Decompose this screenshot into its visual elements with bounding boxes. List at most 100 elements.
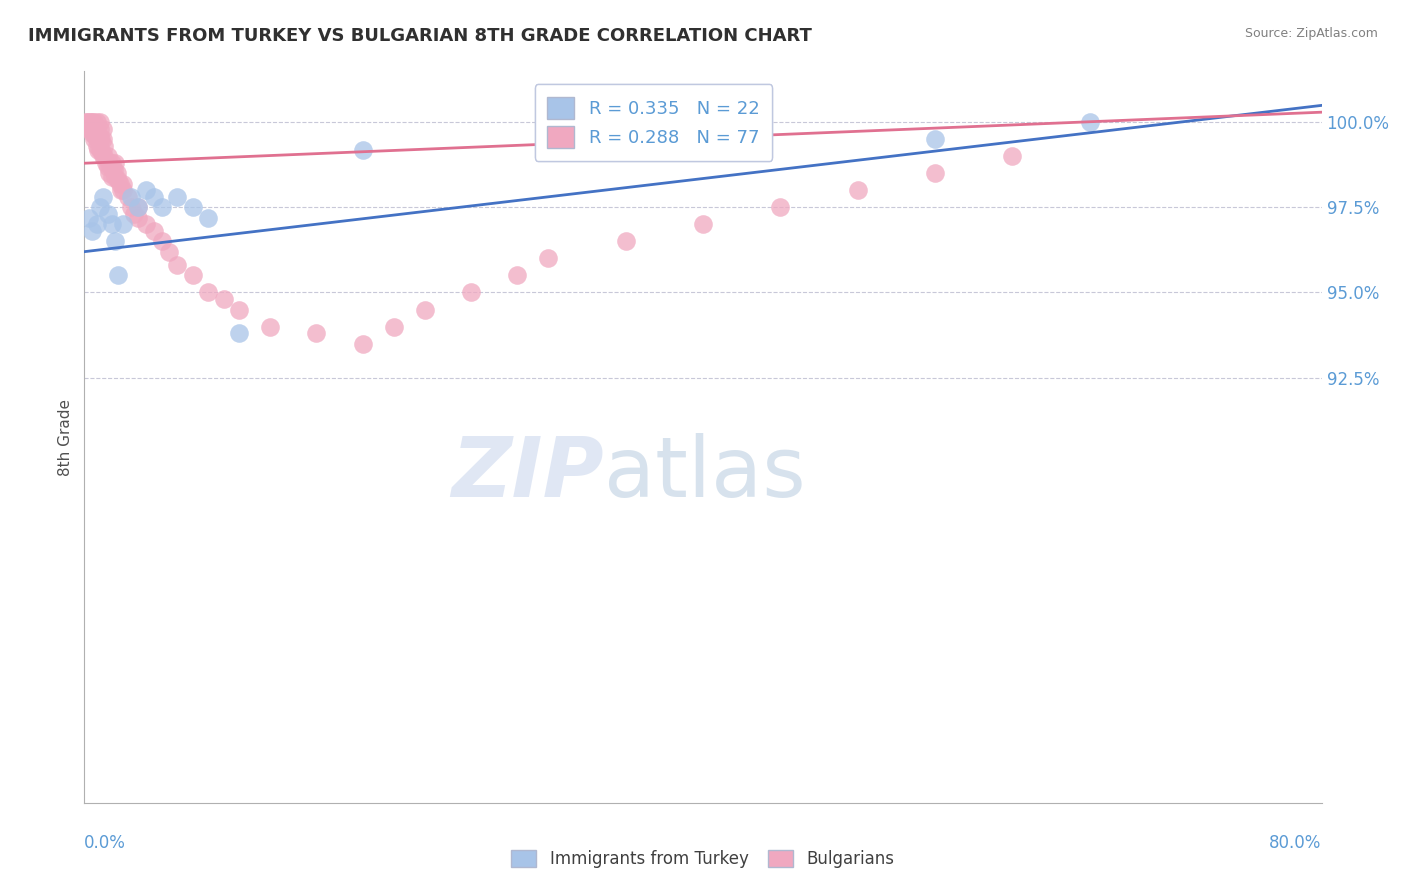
Point	[846, 183, 869, 197]
Point	[120, 201, 142, 215]
Point	[460, 285, 482, 300]
Point	[143, 190, 166, 204]
Point	[82, 224, 104, 238]
Point	[135, 218, 157, 232]
Text: ZIP: ZIP	[451, 434, 605, 514]
Point	[90, 143, 112, 157]
Point	[86, 218, 108, 232]
Point	[614, 235, 637, 249]
Text: 80.0%: 80.0%	[1270, 834, 1322, 852]
Point	[692, 218, 714, 232]
Point	[79, 115, 101, 129]
Point	[212, 293, 235, 307]
Point	[104, 169, 127, 184]
Point	[91, 122, 114, 136]
Point	[413, 302, 436, 317]
Point	[181, 201, 204, 215]
Point	[89, 122, 111, 136]
Point	[107, 173, 129, 187]
Point	[93, 149, 115, 163]
Point	[98, 166, 121, 180]
Point	[86, 139, 108, 153]
Point	[382, 319, 405, 334]
Point	[98, 156, 121, 170]
Text: 0.0%: 0.0%	[84, 834, 127, 852]
Point	[100, 160, 122, 174]
Point	[84, 122, 107, 136]
Point	[101, 156, 124, 170]
Point	[86, 132, 108, 146]
Point	[96, 207, 118, 221]
Point	[104, 235, 127, 249]
Point	[96, 160, 118, 174]
Point	[107, 268, 129, 283]
Point	[150, 201, 173, 215]
Point	[112, 183, 135, 197]
Point	[769, 201, 792, 215]
Point	[105, 166, 128, 180]
Point	[1078, 115, 1101, 129]
Point	[108, 177, 131, 191]
Y-axis label: 8th Grade: 8th Grade	[58, 399, 73, 475]
Point	[110, 183, 132, 197]
Point	[91, 190, 114, 204]
Point	[1001, 149, 1024, 163]
Point	[101, 218, 124, 232]
Point	[352, 143, 374, 157]
Point	[77, 211, 100, 225]
Text: atlas: atlas	[605, 434, 806, 514]
Point	[87, 143, 110, 157]
Point	[101, 169, 124, 184]
Point	[82, 126, 104, 140]
Point	[76, 115, 98, 129]
Point	[120, 190, 142, 204]
Point	[82, 119, 104, 133]
Point	[122, 207, 145, 221]
Point	[83, 115, 105, 129]
Point	[90, 132, 112, 146]
Point	[537, 252, 560, 266]
Point	[228, 326, 250, 341]
Point	[112, 218, 135, 232]
Point	[506, 268, 529, 283]
Point	[82, 115, 104, 129]
Point	[83, 122, 105, 136]
Point	[89, 143, 111, 157]
Point	[166, 258, 188, 272]
Point	[127, 201, 149, 215]
Point	[87, 132, 110, 146]
Point	[103, 163, 125, 178]
Text: IMMIGRANTS FROM TURKEY VS BULGARIAN 8TH GRADE CORRELATION CHART: IMMIGRANTS FROM TURKEY VS BULGARIAN 8TH …	[28, 27, 813, 45]
Point	[135, 183, 157, 197]
Point	[91, 132, 114, 146]
Point	[228, 302, 250, 317]
Point	[79, 122, 101, 136]
Point	[259, 319, 281, 334]
Text: Source: ZipAtlas.com: Source: ZipAtlas.com	[1244, 27, 1378, 40]
Point	[86, 122, 108, 136]
Point	[77, 115, 100, 129]
Point	[159, 244, 180, 259]
Point	[181, 268, 204, 283]
Point	[112, 177, 135, 191]
Point	[166, 190, 188, 204]
Point	[86, 115, 108, 129]
Point	[83, 132, 105, 146]
Point	[84, 128, 107, 143]
Point	[89, 132, 111, 146]
Point	[197, 211, 219, 225]
Legend: Immigrants from Turkey, Bulgarians: Immigrants from Turkey, Bulgarians	[505, 843, 901, 875]
Point	[352, 336, 374, 351]
Point	[127, 201, 149, 215]
Point	[89, 201, 111, 215]
Point	[75, 115, 97, 129]
Point	[89, 115, 111, 129]
Point	[924, 132, 946, 146]
Point	[96, 149, 118, 163]
Point	[117, 190, 139, 204]
Point	[82, 122, 104, 136]
Point	[104, 156, 127, 170]
Legend: R = 0.335   N = 22, R = 0.288   N = 77: R = 0.335 N = 22, R = 0.288 N = 77	[534, 84, 772, 161]
Point	[924, 166, 946, 180]
Point	[197, 285, 219, 300]
